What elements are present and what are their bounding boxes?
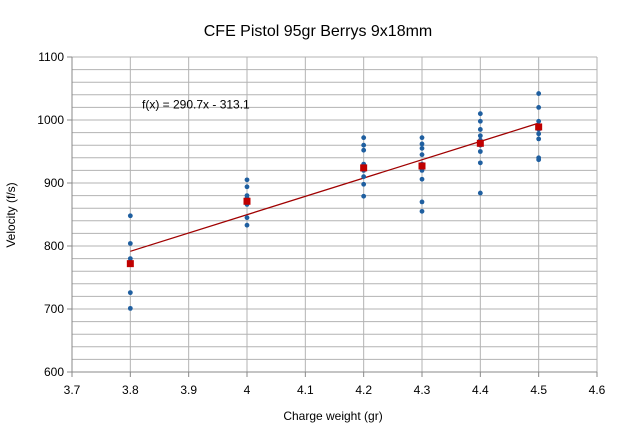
x-tick-label: 4.3 [414,383,431,397]
shot-point [477,111,483,117]
shot-point [536,118,542,124]
trendline [130,122,539,252]
shot-point [536,136,542,142]
labels: CFE Pistol 95gr Berrys 9x18mm Charge wei… [4,23,432,423]
data-points [126,91,543,311]
shot-point [127,213,133,219]
x-tick-label: 4 [244,383,251,397]
x-tick-label: 4.2 [355,383,372,397]
x-tick-label: 4.5 [530,383,547,397]
shot-point [419,208,425,214]
y-tick-label: 900 [44,176,64,190]
average-point [243,197,251,205]
shot-point [536,157,542,163]
shot-point [244,177,250,183]
y-axis-label: Velocity (f/s) [4,182,18,247]
shot-point [477,190,483,196]
grid [71,56,598,373]
trendline-group [130,122,539,252]
shot-point [536,91,542,96]
shot-point [536,131,542,137]
shot-point [477,127,483,132]
x-tick-label: 3.8 [122,383,139,397]
shot-point [361,147,367,153]
average-point [126,260,134,268]
average-point [360,164,368,172]
trendline-equation: f(x) = 290.7x - 313.1 [142,98,250,112]
shot-point [477,133,483,139]
shot-point [361,174,367,180]
shot-point [127,305,133,311]
shot-point [127,241,133,246]
shot-point [419,145,425,151]
shot-point [419,141,425,147]
shot-point [419,176,425,182]
average-point [535,123,543,131]
y-tick-label: 1000 [37,113,64,127]
x-tick-label: 4.4 [472,383,489,397]
shot-point [361,142,367,148]
average-point [418,162,426,170]
y-tick-label: 700 [44,302,64,316]
shot-point [419,199,425,205]
shot-point [419,135,425,141]
shot-point [361,135,367,141]
chart-title: CFE Pistol 95gr Berrys 9x18mm [204,23,433,40]
shot-point [477,149,483,154]
x-tick-label: 4.6 [589,383,606,397]
shot-point [244,222,250,228]
x-axis-label: Charge weight (gr) [283,409,382,423]
y-tick-label: 600 [44,365,64,379]
shot-point [536,105,542,110]
shot-point [361,193,367,199]
x-tick-label: 3.7 [64,383,81,397]
shot-point [361,181,367,187]
shot-point [244,184,250,190]
x-tick-label: 4.1 [297,383,314,397]
y-tick-label: 800 [44,239,64,253]
shot-point [477,160,483,166]
shot-point [244,215,250,221]
shot-point [127,290,133,296]
average-point [476,139,484,147]
shot-point [477,118,483,124]
y-tick-label: 1100 [38,50,64,64]
x-tick-label: 3.9 [180,383,197,397]
shot-point [419,152,425,158]
axes: 3.7 3.8 3.9 4 4.1 4.2 4.3 4.4 4.5 4.6 600 700 800 900… [37,50,605,397]
